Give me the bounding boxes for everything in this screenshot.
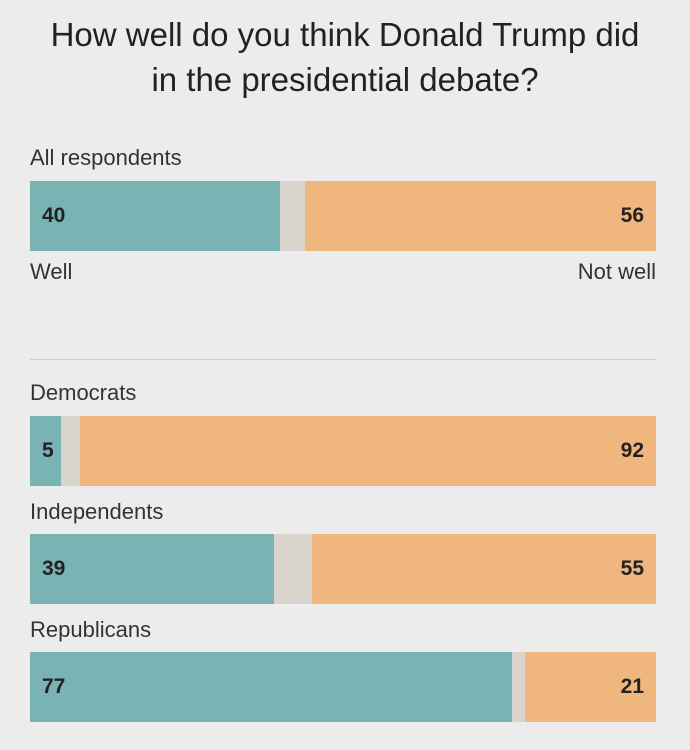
value-label: 40 xyxy=(42,204,66,227)
chart-title: How well do you think Donald Trump did i… xyxy=(50,16,640,98)
bar-segment xyxy=(305,181,656,251)
value-label: 21 xyxy=(620,675,644,698)
legend-label: Well xyxy=(30,259,73,284)
bar-segment xyxy=(524,652,656,722)
value-label: 77 xyxy=(42,675,66,698)
value-label: 56 xyxy=(620,204,644,227)
bar-track: 77 21 xyxy=(30,652,656,722)
category-label: All respondents xyxy=(30,145,182,170)
category-label: Democrats xyxy=(30,380,137,405)
value-label: 55 xyxy=(620,557,644,580)
bar-track: 5 92 xyxy=(30,416,656,486)
bar-segment xyxy=(30,652,513,722)
bar-segment xyxy=(80,416,656,486)
value-label: 39 xyxy=(42,557,66,580)
bar-segment xyxy=(30,534,275,604)
bar-segment xyxy=(311,534,656,604)
bar-track: 40 56 xyxy=(30,181,656,251)
bar-segment xyxy=(30,181,281,251)
value-label: 92 xyxy=(620,439,644,462)
category-label: Independents xyxy=(30,499,164,524)
legend-label: Not well xyxy=(577,259,656,284)
bar-segment xyxy=(30,416,62,486)
divider xyxy=(30,359,656,360)
value-label: 5 xyxy=(42,439,54,462)
bar-track: 39 55 xyxy=(30,534,656,604)
category-label: Republicans xyxy=(30,617,152,642)
